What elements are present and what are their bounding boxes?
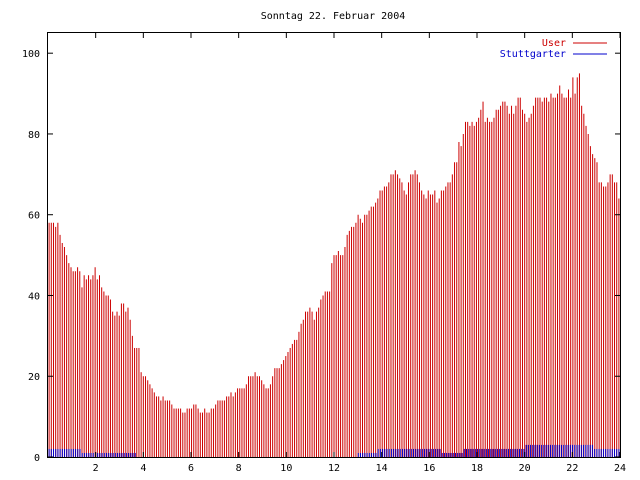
x-tick-label: 22 (566, 463, 578, 474)
x-tick-label: 10 (280, 463, 292, 474)
x-tick-label: 20 (519, 463, 531, 474)
chart-title: Sonntag 22. Februar 2004 (261, 11, 406, 22)
y-tick-label: 60 (28, 211, 40, 222)
y-tick-label: 20 (28, 372, 40, 383)
x-tick-label: 24 (614, 463, 626, 474)
x-tick-label: 12 (328, 463, 340, 474)
x-tick-label: 16 (423, 463, 435, 474)
legend-label-stuttgarter: Stuttgarter (500, 49, 566, 60)
x-tick-label: 2 (93, 463, 99, 474)
x-tick-label: 18 (471, 463, 483, 474)
y-tick-label: 0 (34, 453, 40, 464)
series-stuttgarter (48, 444, 620, 457)
x-tick-label: 6 (188, 463, 194, 474)
plot-frame (47, 32, 621, 458)
series-layer (48, 73, 620, 457)
y-tick-label: 100 (22, 49, 40, 60)
y-tick-label: 40 (28, 291, 40, 302)
series-user (48, 73, 620, 457)
x-tick-label: 8 (236, 463, 242, 474)
x-tick-label: 4 (140, 463, 146, 474)
legend-label-user: User (542, 38, 566, 49)
y-tick-label: 80 (28, 130, 40, 141)
x-tick-label: 14 (376, 463, 388, 474)
